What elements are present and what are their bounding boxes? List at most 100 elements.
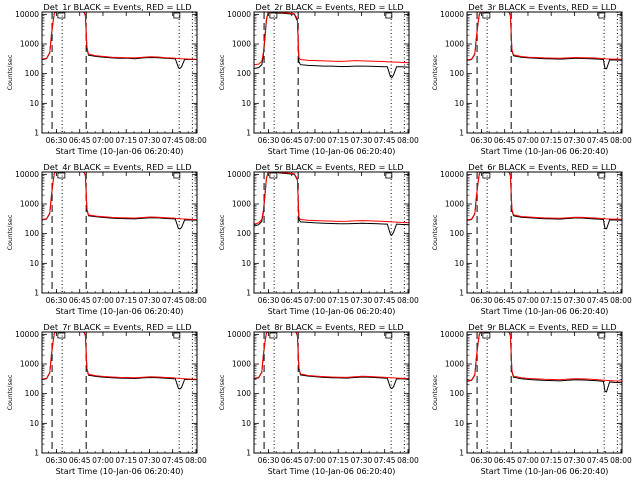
y-tick-label: 1 [246, 289, 251, 298]
x-tick-label: 08:00 [610, 456, 632, 465]
x-axis-label: Start Time (10-Jan-06 06:20:40) [268, 147, 396, 156]
lld-series-line [466, 171, 623, 221]
plot-frame [466, 171, 623, 294]
x-tick-label: 06:45 [494, 456, 516, 465]
x-tick-label: 06:30 [258, 296, 280, 305]
events-series-line [466, 171, 623, 230]
time-marker-box [482, 332, 491, 339]
x-tick-label: 07:45 [587, 296, 609, 305]
chart-title: Det_6r BLACK = Events, RED = LLD [468, 162, 616, 172]
y-tick-label: 1 [246, 129, 251, 138]
x-tick-label: 07:15 [327, 296, 349, 305]
y-tick-label: 1 [459, 289, 464, 298]
y-tick-label: 10 [454, 99, 464, 108]
events-series-line [253, 171, 410, 236]
x-tick-label: 07:45 [374, 136, 396, 145]
y-tick-label: 1 [34, 449, 39, 458]
x-tick-label: 08:00 [610, 296, 632, 305]
chart-title: Det_9r BLACK = Events, RED = LLD [468, 322, 616, 332]
events-series-line [41, 11, 197, 70]
time-marker-box [173, 172, 181, 179]
x-tick-label: 07:45 [162, 456, 184, 465]
x-tick-label: 08:00 [610, 136, 632, 145]
chart-panel: Det_8r BLACK = Events, RED = LLD Counts/s… [218, 322, 419, 476]
x-tick-label: 07:45 [162, 136, 184, 145]
y-tick-label: 100 [25, 69, 40, 78]
y-tick-label: 1000 [20, 40, 39, 49]
chart-panel: Det_3r BLACK = Events, RED = LLD Counts/s… [431, 2, 632, 156]
y-tick-label: 10 [29, 419, 39, 428]
x-axis-label: Start Time (10-Jan-06 06:20:40) [56, 467, 184, 476]
time-marker-box [269, 332, 278, 339]
x-tick-label: 07:45 [587, 456, 609, 465]
x-tick-label: 07:30 [351, 456, 373, 465]
x-tick-label: 06:45 [281, 456, 303, 465]
x-tick-label: 07:45 [374, 296, 396, 305]
x-tick-label: 07:15 [540, 136, 562, 145]
y-tick-label: 10000 [440, 170, 464, 179]
x-tick-label: 07:15 [540, 296, 562, 305]
x-tick-label: 07:00 [517, 136, 539, 145]
y-tick-label: 10000 [15, 170, 39, 179]
x-tick-label: 07:45 [162, 296, 184, 305]
x-tick-label: 07:30 [139, 296, 161, 305]
events-series-line [466, 11, 623, 70]
x-axis-label: Start Time (10-Jan-06 06:20:40) [268, 467, 396, 476]
x-axis-label: Start Time (10-Jan-06 06:20:40) [268, 307, 396, 316]
y-tick-label: 1000 [445, 40, 464, 49]
y-tick-label: 10000 [227, 170, 251, 179]
y-tick-label: 100 [450, 69, 465, 78]
x-tick-label: 06:30 [471, 456, 493, 465]
time-marker-box [173, 332, 181, 339]
time-marker-box [57, 172, 66, 179]
plot-frame [41, 331, 198, 454]
x-tick-label: 07:45 [587, 136, 609, 145]
y-tick-label: 1000 [445, 360, 464, 369]
plot-frame [466, 331, 623, 454]
time-marker-box [385, 172, 393, 179]
chart-panel: Det_5r BLACK = Events, RED = LLD Counts/s… [218, 162, 419, 316]
x-tick-label: 06:45 [494, 136, 516, 145]
y-tick-label: 1000 [232, 40, 251, 49]
y-tick-label: 10 [241, 99, 251, 108]
x-tick-label: 07:15 [327, 136, 349, 145]
y-tick-label: 1000 [232, 200, 251, 209]
x-tick-label: 07:30 [351, 136, 373, 145]
x-tick-label: 06:30 [258, 456, 280, 465]
events-series-line [253, 11, 410, 79]
y-tick-label: 1000 [445, 200, 464, 209]
time-marker-box [598, 172, 606, 179]
y-tick-label: 10 [241, 419, 251, 428]
y-tick-label: 1 [459, 449, 464, 458]
y-axis-label: Counts/sec [218, 374, 226, 410]
chart-panel: Det_4r BLACK = Events, RED = LLD Counts/s… [6, 162, 207, 316]
x-tick-label: 06:30 [258, 136, 280, 145]
x-tick-label: 08:00 [185, 136, 207, 145]
y-tick-label: 1000 [20, 200, 39, 209]
lld-series-line [41, 331, 198, 380]
lld-series-line [253, 171, 410, 225]
chart-title: Det_3r BLACK = Events, RED = LLD [468, 2, 616, 12]
y-tick-label: 100 [237, 389, 252, 398]
time-marker-box [173, 12, 181, 19]
time-marker-box [269, 172, 278, 179]
y-axis-label: Counts/sec [6, 374, 14, 410]
events-series-line [253, 331, 410, 390]
x-tick-label: 07:15 [540, 456, 562, 465]
x-axis-label: Start Time (10-Jan-06 06:20:40) [481, 147, 609, 156]
y-tick-label: 100 [450, 389, 465, 398]
y-tick-label: 10 [29, 259, 39, 268]
y-tick-label: 100 [237, 69, 252, 78]
x-axis-label: Start Time (10-Jan-06 06:20:40) [56, 147, 184, 156]
x-tick-label: 06:45 [69, 136, 91, 145]
time-marker-box [269, 12, 278, 19]
chart-title: Det_1r BLACK = Events, RED = LLD [43, 2, 191, 12]
plot-frame [41, 11, 198, 134]
lld-series-line [41, 171, 198, 220]
time-marker-box [598, 12, 606, 19]
x-tick-label: 07:15 [115, 456, 137, 465]
y-tick-label: 100 [25, 229, 40, 238]
x-tick-label: 07:45 [374, 456, 396, 465]
y-tick-label: 1 [34, 129, 39, 138]
chart-title: Det_5r BLACK = Events, RED = LLD [255, 162, 403, 172]
